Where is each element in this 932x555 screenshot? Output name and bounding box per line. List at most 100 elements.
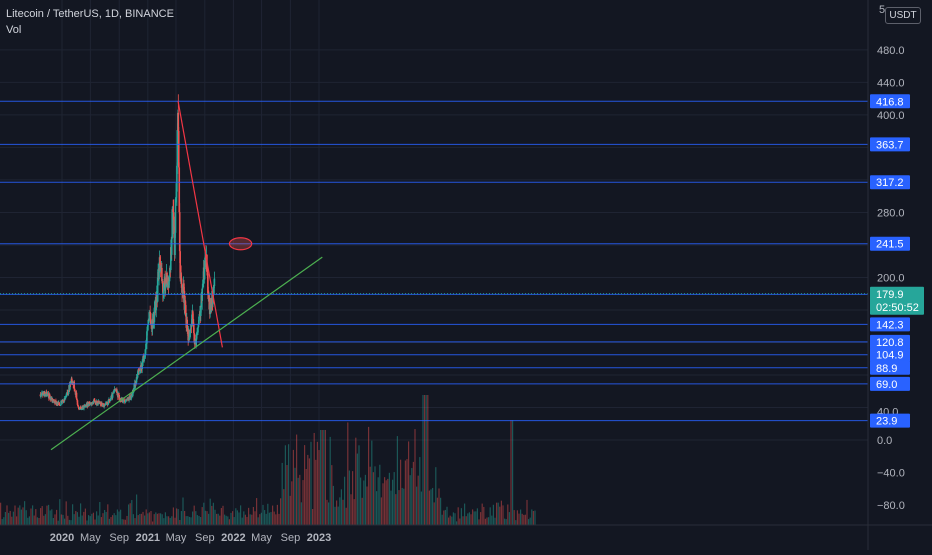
volume-bar [33,515,35,525]
volume-bar [512,420,514,525]
candle-body [163,282,166,291]
volume-bar [489,507,491,525]
volume-bar [384,477,386,525]
candle-body [46,393,49,395]
x-tick-label: Sep [109,532,129,544]
candle-body [133,383,136,390]
candle-body [191,314,193,327]
volume-indicator-label[interactable]: Vol [6,24,22,36]
candle-body [113,390,115,392]
candle-body [164,286,167,289]
level-label: 241.5 [876,239,904,251]
volume-bar [188,516,190,525]
level-label: 120.8 [876,337,904,349]
volume-bar [513,510,515,525]
volume-bar [344,476,346,525]
candle-body [147,319,150,325]
volume-bar [91,513,93,525]
candle-body [176,165,178,192]
volume-bar [224,514,226,525]
volume-bar [462,516,464,525]
volume-bar [46,505,48,525]
bar-countdown-label: 02:50:52 [876,302,919,314]
volume-bar [396,436,398,525]
volume-bar [54,514,56,525]
volume-bar [382,483,384,525]
volume-bar [240,505,242,525]
candle-body [180,278,183,288]
candle-body [162,280,164,293]
current-price-label: 179.9 [876,289,904,301]
volume-bar [171,516,173,525]
volume-bar [49,510,51,525]
volume-bar [187,516,189,525]
volume-bar [444,509,446,525]
candle-body [145,343,148,345]
candle-body [197,327,199,333]
level-label: 416.8 [876,96,904,108]
candle-body [77,404,79,407]
candle-body [91,402,94,404]
candle-body [174,199,177,233]
volume-bar [360,477,362,525]
volume-bar [67,515,69,525]
volume-bar [196,515,198,525]
volume-bar [361,497,363,525]
candle-body [146,331,148,344]
level-label-box [870,175,910,190]
volume-bar [352,471,354,525]
candle-body [76,400,79,405]
volume-bar [176,508,178,525]
volume-bar [483,506,485,525]
volume-bar [504,518,506,525]
volume-bar [404,460,406,525]
candle-body [54,400,57,404]
y-tick-label: 200.0 [877,272,905,284]
volume-bar [211,505,213,525]
volume-bar [216,513,218,525]
volume-bar [254,511,256,525]
volume-bar [209,498,211,525]
x-tick-label: Sep [195,532,215,544]
candle-body [170,247,172,271]
volume-bar [19,505,21,525]
candle-body [161,267,163,282]
volume-bar [369,466,371,525]
candle-body [80,408,83,410]
candle-body [206,271,209,275]
volume-bar [331,465,333,525]
candle-body [168,278,171,282]
volume-bar [296,434,298,525]
candle-body [177,112,180,131]
currency-button[interactable]: USDT [885,7,921,24]
candle-body [109,398,112,400]
candle-body [94,400,96,402]
volume-bar [420,491,422,525]
volume-bar [307,454,309,525]
volume-bar [81,515,83,525]
volume-bar [416,486,418,525]
candle-body [141,361,143,370]
volume-bar [4,512,6,525]
volume-bar [524,514,526,525]
volume-bar [292,449,294,525]
volume-bar [118,511,120,525]
candle-body [175,197,177,200]
volume-bar [200,516,202,525]
volume-bar [393,472,395,525]
volume-bar [337,506,339,525]
volume-bar [428,490,430,525]
candle-body [39,394,42,397]
volume-bar [356,453,358,525]
volume-bar [318,450,320,525]
volume-bar [238,512,240,525]
volume-bar [467,513,469,525]
volume-bar [156,513,158,525]
candle-body [167,277,170,285]
volume-bar [475,511,477,525]
candle-body [53,400,56,403]
volume-bar [86,520,88,525]
volume-bar [230,512,232,525]
volume-bar [252,506,254,525]
